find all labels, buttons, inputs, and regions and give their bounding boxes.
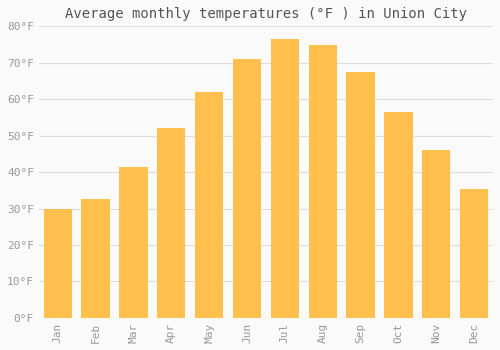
Bar (270, 39, 299, 318)
Bar (119, 167, 148, 318)
Bar (460, 189, 488, 318)
Bar (233, 59, 261, 318)
Bar (44, 209, 72, 318)
Bar (195, 92, 224, 318)
Bar (82, 199, 110, 318)
Title: Average monthly temperatures (°F ) in Union City: Average monthly temperatures (°F ) in Un… (65, 7, 467, 21)
Bar (384, 112, 412, 318)
Bar (157, 128, 186, 318)
Bar (308, 44, 337, 318)
Bar (422, 150, 450, 318)
Bar (346, 72, 375, 318)
